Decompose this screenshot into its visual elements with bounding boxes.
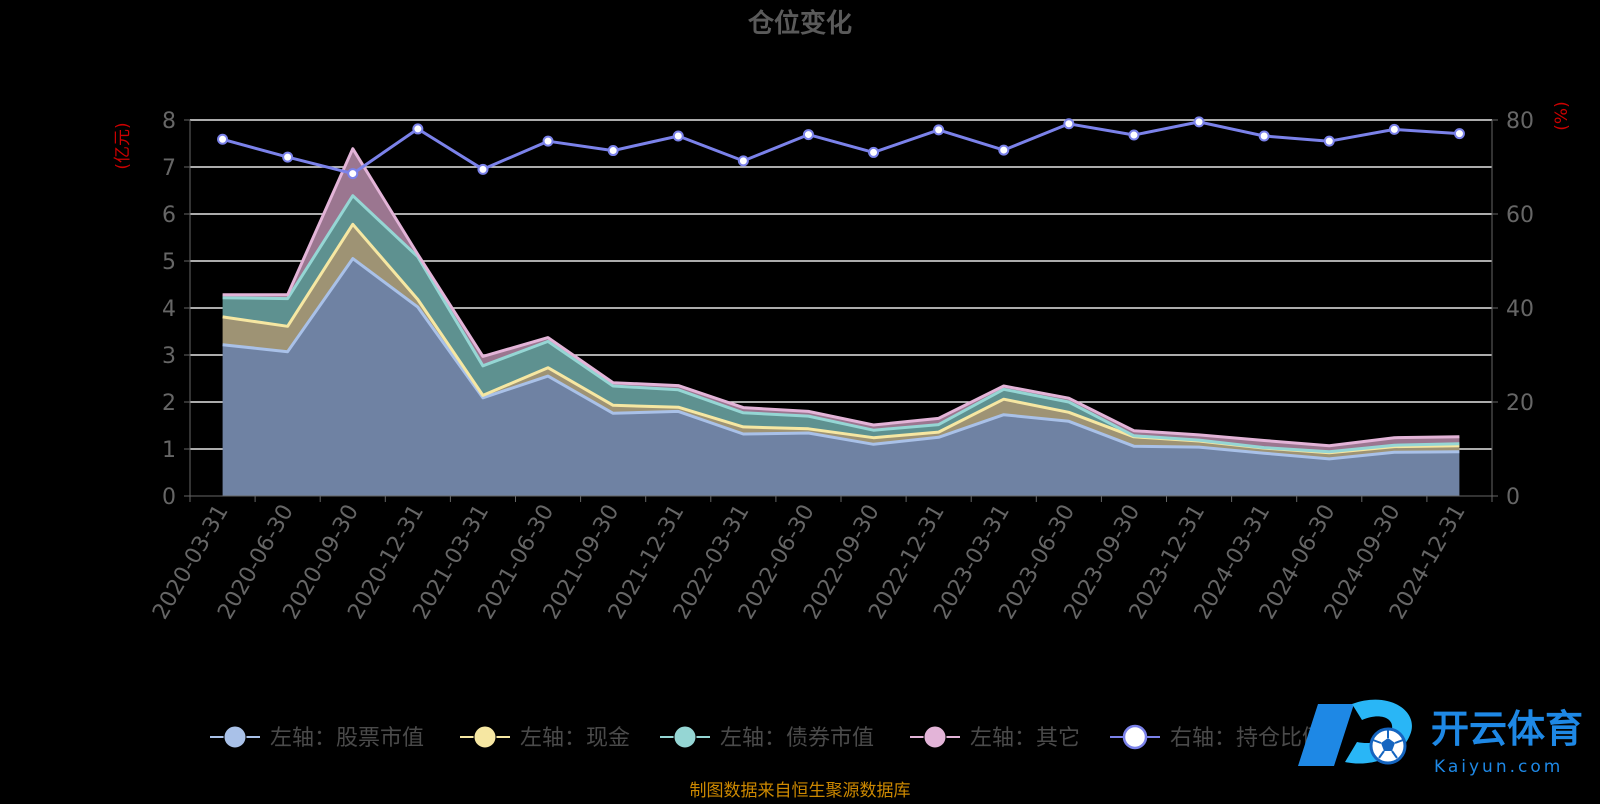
ratio-point <box>412 123 424 135</box>
left-tick-label: 8 <box>162 109 176 134</box>
area-2 <box>222 195 1460 453</box>
left-tick-label: 4 <box>162 297 176 322</box>
left-tick-label: 7 <box>162 156 176 181</box>
area-0 <box>222 258 1460 496</box>
left-axis-label: (亿元) <box>113 122 133 169</box>
ratio-point <box>607 145 619 157</box>
ratio-point <box>1258 130 1270 142</box>
area-3 <box>222 148 1460 452</box>
legend-item: 左轴：现金 <box>460 725 630 751</box>
left-tick-label: 3 <box>162 344 176 369</box>
legend-marker-icon <box>923 725 947 749</box>
area-line-2 <box>222 194 1460 454</box>
legend-label: 左轴：债券市值 <box>720 726 874 751</box>
legend-item: 左轴：债券市值 <box>660 725 874 751</box>
legend-label: 左轴：股票市值 <box>270 726 424 751</box>
ratio-point <box>477 163 489 175</box>
chart-title: 仓位变化 <box>747 8 852 39</box>
source-note: 制图数据来自恒生聚源数据库 <box>690 781 911 800</box>
left-tick-label: 1 <box>162 438 176 463</box>
legend-marker-icon <box>223 725 247 749</box>
ratio-point <box>737 155 749 167</box>
area-1 <box>222 224 1460 459</box>
area-line-3 <box>222 147 1460 448</box>
brand-watermark: 开云体育 Kaiyun.com <box>1298 699 1583 777</box>
ratio-point <box>1193 116 1205 128</box>
ratio-point <box>347 168 359 180</box>
ratio-point <box>542 135 554 147</box>
brand-domain: Kaiyun.com <box>1434 757 1563 777</box>
legend-label: 左轴：其它 <box>970 726 1080 751</box>
area-line-0 <box>222 257 1460 461</box>
right-axis-label: (%) <box>1552 101 1572 130</box>
legend-item: 左轴：股票市值 <box>210 725 424 751</box>
ratio-point <box>1128 129 1140 141</box>
right-tick-label: 80 <box>1506 109 1534 134</box>
legend-item: 左轴：其它 <box>910 725 1080 751</box>
ratio-point <box>282 151 294 163</box>
right-tick-label: 20 <box>1506 391 1534 416</box>
ratio-point <box>868 146 880 158</box>
legend-marker-icon <box>1122 724 1148 750</box>
legend-label: 右轴：持仓比例 <box>1170 726 1324 751</box>
left-tick-label: 2 <box>162 391 176 416</box>
area-layer <box>222 147 1460 496</box>
left-tick-label: 0 <box>162 485 176 510</box>
legend-item: 右轴：持仓比例 <box>1110 724 1324 751</box>
ratio-point <box>1388 123 1400 135</box>
legend: 左轴：股票市值 左轴：现金 左轴：债券市值 左轴：其它 右轴：持仓比例 <box>210 724 1324 751</box>
ratio-point <box>217 133 229 145</box>
ratio-point <box>933 124 945 136</box>
ratio-point <box>802 129 814 141</box>
left-tick-label: 5 <box>162 250 176 275</box>
right-tick-label: 0 <box>1506 485 1520 510</box>
ratio-point <box>1323 135 1335 147</box>
ratio-point <box>1063 118 1075 130</box>
legend-marker-icon <box>673 725 697 749</box>
ratio-point <box>672 130 684 142</box>
ratio-line <box>222 120 1460 176</box>
legend-label: 左轴：现金 <box>520 726 630 751</box>
left-tick-label: 6 <box>162 203 176 228</box>
line-layer <box>217 116 1465 180</box>
right-tick-label: 60 <box>1506 203 1534 228</box>
right-tick-label: 40 <box>1506 297 1534 322</box>
brand-logo-icon <box>1298 699 1412 766</box>
ratio-point <box>998 144 1010 156</box>
ratio-point <box>1453 128 1465 140</box>
legend-marker-icon <box>473 725 497 749</box>
brand-name: 开云体育 <box>1431 707 1583 751</box>
